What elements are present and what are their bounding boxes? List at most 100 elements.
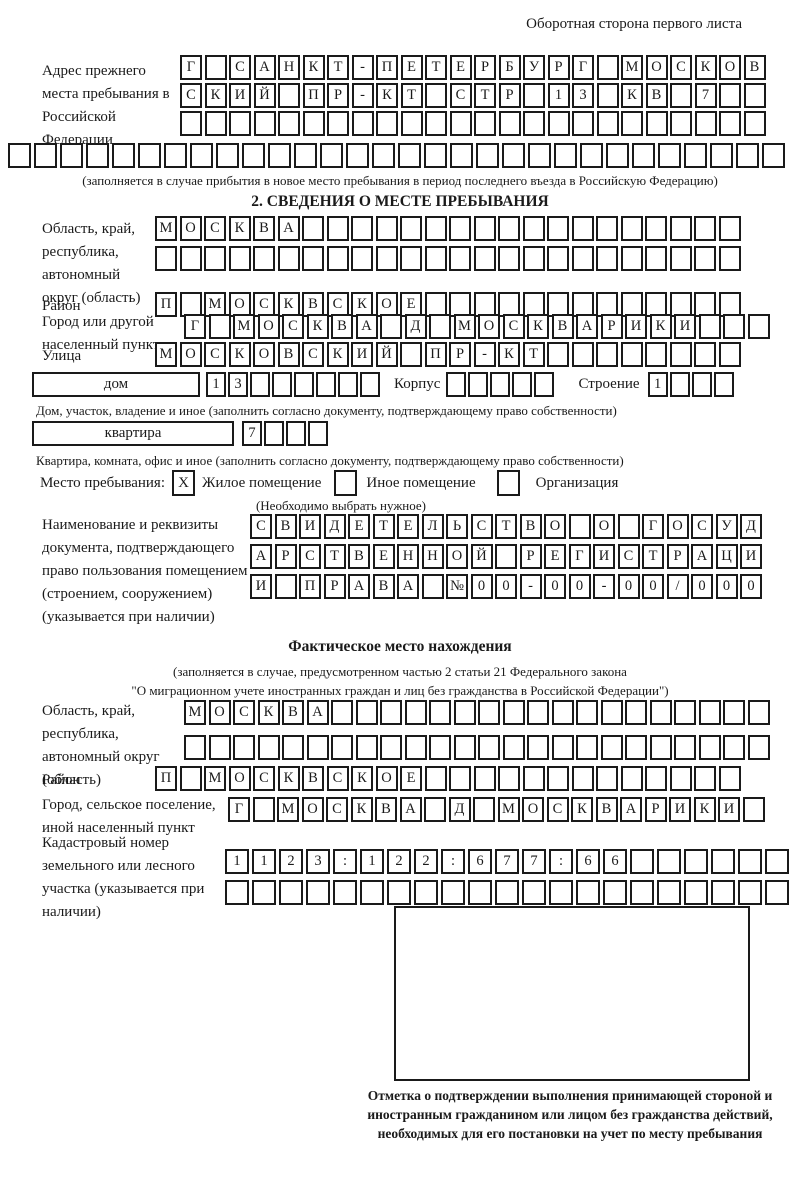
char-cell[interactable] — [208, 314, 231, 339]
checkbox-organization[interactable] — [496, 470, 520, 496]
char-cell[interactable]: 1 — [360, 849, 384, 874]
char-cell[interactable] — [179, 766, 202, 791]
char-cell[interactable]: Г — [184, 314, 206, 339]
char-cell[interactable]: С — [302, 342, 324, 367]
char-cell[interactable] — [658, 143, 681, 168]
char-cell[interactable] — [424, 216, 447, 241]
char-cell[interactable] — [547, 342, 569, 367]
char-cell[interactable]: 3 — [306, 849, 330, 874]
char-cell[interactable] — [723, 314, 745, 339]
char-cell[interactable]: Р — [449, 342, 471, 367]
char-cell[interactable] — [264, 421, 284, 446]
char-cell[interactable] — [528, 143, 551, 168]
char-cell[interactable] — [684, 880, 708, 905]
char-cell[interactable] — [476, 143, 499, 168]
char-cell[interactable] — [112, 143, 135, 168]
char-cell[interactable]: А — [620, 797, 642, 822]
char-cell[interactable]: - — [473, 342, 496, 367]
char-cell[interactable]: В — [551, 314, 574, 339]
char-cell[interactable]: 1 — [547, 83, 570, 108]
char-cell[interactable] — [351, 216, 373, 241]
char-cell[interactable]: М — [155, 216, 177, 241]
char-cell[interactable] — [424, 143, 447, 168]
char-cell[interactable] — [279, 880, 303, 905]
char-cell[interactable]: К — [693, 797, 716, 822]
char-cell[interactable] — [429, 700, 451, 725]
char-cell[interactable] — [252, 797, 275, 822]
char-cell[interactable]: М — [621, 55, 643, 80]
char-cell[interactable] — [294, 143, 317, 168]
char-cell[interactable] — [625, 700, 647, 725]
char-cell[interactable] — [326, 246, 349, 271]
char-cell[interactable]: С — [691, 514, 713, 539]
char-cell[interactable] — [253, 111, 276, 136]
char-cell[interactable] — [351, 111, 374, 136]
char-cell[interactable] — [425, 111, 447, 136]
apartment-type-box[interactable]: квартира — [32, 421, 234, 446]
char-cell[interactable]: И — [674, 314, 696, 339]
char-cell[interactable]: П — [424, 342, 447, 367]
char-cell[interactable] — [512, 372, 533, 397]
char-cell[interactable]: О — [593, 514, 615, 539]
char-cell[interactable]: Е — [400, 766, 422, 791]
char-cell[interactable]: О — [228, 766, 251, 791]
char-cell[interactable]: У — [715, 514, 738, 539]
char-cell[interactable]: К — [228, 216, 251, 241]
char-cell[interactable]: 0 — [715, 574, 738, 599]
char-cell[interactable] — [502, 735, 525, 760]
char-cell[interactable]: А — [348, 574, 370, 599]
char-cell[interactable] — [478, 700, 500, 725]
char-cell[interactable] — [694, 246, 716, 271]
char-cell[interactable] — [34, 143, 57, 168]
char-cell[interactable] — [495, 880, 519, 905]
char-cell[interactable] — [547, 111, 570, 136]
char-cell[interactable] — [327, 111, 349, 136]
char-cell[interactable] — [302, 216, 324, 241]
char-cell[interactable]: Н — [278, 55, 300, 80]
char-cell[interactable]: С — [299, 544, 321, 569]
char-cell[interactable] — [691, 372, 712, 397]
char-cell[interactable] — [645, 246, 667, 271]
char-cell[interactable]: 1 — [252, 849, 276, 874]
char-cell[interactable] — [669, 342, 692, 367]
char-cell[interactable] — [657, 880, 681, 905]
char-cell[interactable]: Т — [323, 544, 346, 569]
char-cell[interactable]: Р — [323, 574, 346, 599]
char-cell[interactable]: А — [691, 544, 713, 569]
char-cell[interactable] — [551, 700, 574, 725]
char-cell[interactable]: В — [595, 797, 618, 822]
char-cell[interactable]: В — [645, 83, 668, 108]
char-cell[interactable] — [743, 111, 766, 136]
char-cell[interactable] — [522, 766, 545, 791]
char-cell[interactable]: К — [351, 292, 373, 317]
char-cell[interactable]: - — [593, 574, 615, 599]
char-cell[interactable] — [498, 111, 521, 136]
char-cell[interactable] — [478, 735, 500, 760]
char-cell[interactable]: У — [523, 55, 545, 80]
char-cell[interactable]: Е — [544, 544, 566, 569]
char-cell[interactable]: К — [351, 766, 373, 791]
char-cell[interactable]: 0 — [544, 574, 566, 599]
char-cell[interactable]: : — [333, 849, 357, 874]
char-cell[interactable] — [600, 700, 623, 725]
char-cell[interactable] — [711, 880, 735, 905]
char-cell[interactable]: М — [155, 342, 177, 367]
char-cell[interactable]: 7 — [495, 849, 519, 874]
house-type-box[interactable]: дом — [32, 372, 200, 397]
char-cell[interactable] — [86, 143, 109, 168]
char-cell[interactable]: Е — [348, 514, 370, 539]
char-cell[interactable] — [268, 143, 291, 168]
char-cell[interactable]: Й — [253, 83, 276, 108]
char-cell[interactable]: К — [649, 314, 672, 339]
char-cell[interactable] — [621, 111, 643, 136]
char-cell[interactable] — [742, 797, 765, 822]
char-cell[interactable]: Г — [228, 797, 250, 822]
char-cell[interactable] — [424, 246, 447, 271]
char-cell[interactable]: С — [326, 797, 348, 822]
char-cell[interactable] — [400, 246, 422, 271]
char-cell[interactable] — [355, 735, 378, 760]
char-cell[interactable]: Т — [372, 514, 395, 539]
char-cell[interactable]: С — [670, 55, 692, 80]
char-cell[interactable] — [449, 111, 472, 136]
char-cell[interactable]: В — [372, 574, 395, 599]
